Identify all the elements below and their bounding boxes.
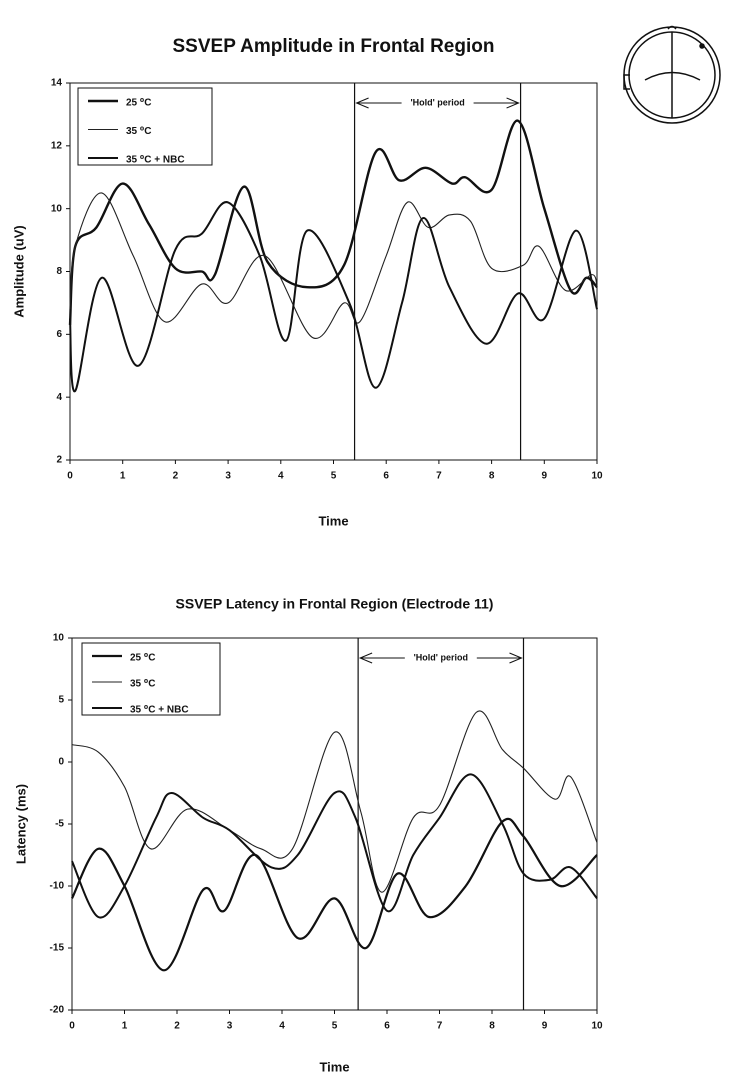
x-tick-label: 0 — [67, 471, 73, 482]
y-tick-label: 2 — [56, 455, 62, 466]
series-line — [68, 119, 598, 325]
y-tick-label: 0 — [58, 757, 64, 768]
x-tick-label: 9 — [542, 471, 548, 482]
y-tick-label: 12 — [51, 140, 63, 151]
x-tick-label: 3 — [225, 471, 231, 482]
y-tick-label: -15 — [50, 943, 65, 954]
annotation: 'Hold' period — [414, 652, 468, 662]
x-tick-label: 9 — [542, 1021, 548, 1032]
x-tick-label: 8 — [489, 471, 495, 482]
x-tick-label: 1 — [120, 471, 126, 482]
x-tick-label: 10 — [591, 1021, 603, 1032]
hold-arrow — [358, 652, 523, 664]
series-line — [69, 201, 598, 392]
x-axis-label: Time — [319, 1059, 349, 1074]
legend-label: 25 ⁰C — [130, 653, 156, 664]
series-line — [71, 710, 598, 893]
y-axis-label: Amplitude (uV) — [11, 225, 26, 317]
y-tick-label: 8 — [56, 266, 62, 277]
x-tick-label: 2 — [173, 471, 179, 482]
legend-label: 25 ⁰C — [126, 98, 152, 109]
legend-label: 35 ⁰C + NBC — [126, 155, 185, 166]
hold-arrow — [355, 97, 520, 109]
y-tick-label: 4 — [56, 392, 62, 403]
x-tick-label: 7 — [437, 1021, 443, 1032]
y-tick-label: -10 — [50, 881, 65, 892]
x-tick-label: 6 — [384, 1021, 390, 1032]
y-tick-label: 14 — [51, 78, 63, 89]
head-icon — [623, 25, 721, 124]
y-tick-label: 6 — [56, 329, 62, 340]
series-line — [71, 817, 598, 972]
y-axis-label: Latency (ms) — [13, 784, 28, 864]
y-tick-label: -5 — [55, 819, 64, 830]
y-tick-label: 10 — [51, 203, 63, 214]
y-tick-label: 5 — [58, 695, 64, 706]
chart-title: SSVEP Amplitude in Frontal Region — [173, 36, 495, 57]
y-tick-label: 10 — [53, 633, 65, 644]
chart-title: SSVEP Latency in Frontal Region (Electro… — [176, 596, 494, 612]
series-line — [69, 192, 598, 339]
legend-label: 35 ⁰C — [130, 679, 156, 690]
annotation: 'Hold' period — [410, 97, 464, 107]
x-tick-label: 0 — [69, 1021, 75, 1032]
x-tick-label: 5 — [331, 471, 337, 482]
legend-label: 35 ⁰C — [126, 126, 152, 137]
x-tick-label: 10 — [591, 471, 603, 482]
x-tick-label: 4 — [278, 471, 284, 482]
x-tick-label: 3 — [227, 1021, 233, 1032]
y-tick-label: -20 — [50, 1005, 65, 1016]
x-tick-label: 7 — [436, 471, 442, 482]
x-tick-label: 2 — [174, 1021, 180, 1032]
x-tick-label: 1 — [122, 1021, 128, 1032]
x-tick-label: 6 — [383, 471, 389, 482]
x-tick-label: 4 — [279, 1021, 285, 1032]
x-tick-label: 5 — [332, 1021, 338, 1032]
series-line — [71, 773, 598, 919]
x-axis-label: Time — [318, 513, 348, 528]
legend-label: 35 ⁰C + NBC — [130, 705, 189, 716]
x-tick-label: 8 — [489, 1021, 495, 1032]
